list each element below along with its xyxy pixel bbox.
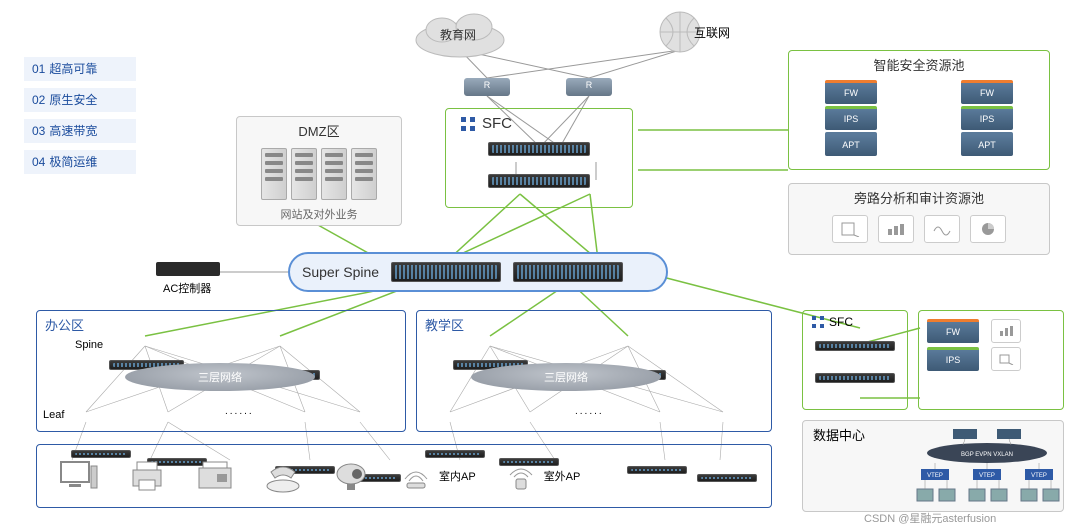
ac-label: AC控制器 <box>163 280 211 296</box>
fax-icon <box>195 458 235 494</box>
sfc-label: SFC <box>482 115 512 132</box>
fw2-zone: FW IPS <box>918 310 1064 410</box>
analysis-icon-3 <box>924 215 960 243</box>
feature-4: 04极简运维 <box>24 150 136 174</box>
analysis-mini-1 <box>991 319 1021 343</box>
cloud-internet-label: 互联网 <box>694 24 730 41</box>
svg-text:VTEP: VTEP <box>927 473 943 479</box>
svg-text:VTEP: VTEP <box>1031 473 1047 479</box>
printer-icon <box>127 458 167 494</box>
feature-1: 01超高可靠 <box>24 57 136 81</box>
ap-outdoor-icon <box>504 461 538 491</box>
ac-controller-icon <box>156 262 220 276</box>
sfc-zone: SFC <box>445 108 633 208</box>
router-2-icon: R <box>566 78 612 96</box>
sfc-icon <box>811 315 825 329</box>
dmz-subtitle: 网站及对外业务 <box>237 206 401 222</box>
teaching-zone: 教学区 三层网络 ...... <box>416 310 772 432</box>
l3-oval: 三层网络 <box>125 363 315 391</box>
sfc2-switch <box>815 341 895 351</box>
server-icon <box>351 148 377 200</box>
superspine-label: Super Spine <box>302 264 379 280</box>
office-title: 办公区 <box>45 315 405 334</box>
svg-text:VTEP: VTEP <box>979 473 995 479</box>
office-zone: 办公区 Spine 三层网络 Leaf ...... <box>36 310 406 432</box>
pc-icon <box>55 458 99 494</box>
apt-box: APT <box>961 132 1013 156</box>
cloud-edu-label: 教育网 <box>440 26 476 43</box>
bypass-pool: 旁路分析和审计资源池 <box>788 183 1050 255</box>
feature-2: 02原生安全 <box>24 88 136 112</box>
feature-3: 03高速带宽 <box>24 119 136 143</box>
outdoor-ap: 室外AP <box>504 461 581 491</box>
dc-topology: BGP EVPN VXLAN VTEP VTEP VTEP <box>913 427 1061 511</box>
resource-title: 智能安全资源池 <box>789 55 1049 74</box>
resource-pool: 智能安全资源池 FW IPS APT FW IPS APT <box>788 50 1050 170</box>
super-spine: Super Spine <box>288 252 668 292</box>
datacenter: 数据中心 BGP EVPN VXLAN VTEP VTEP VTEP <box>802 420 1064 512</box>
superspine-switch-2 <box>513 262 623 282</box>
ips-box: IPS <box>961 106 1013 130</box>
sfc-switch-1 <box>488 142 590 156</box>
analysis-icon-1 <box>832 215 868 243</box>
dmz-title: DMZ区 <box>237 121 401 140</box>
superspine-switch-1 <box>391 262 501 282</box>
teaching-title: 教学区 <box>425 315 771 334</box>
sfc-switch-2 <box>488 174 590 188</box>
devices-row: 室内AP 室外AP <box>36 444 772 508</box>
phone-icon <box>263 458 303 494</box>
analysis-icon-2 <box>878 215 914 243</box>
watermark: CSDN @星融元asterfusion <box>864 510 996 526</box>
sfc2-switch <box>815 373 895 383</box>
bypass-title: 旁路分析和审计资源池 <box>789 188 1049 207</box>
svg-text:BGP EVPN VXLAN: BGP EVPN VXLAN <box>961 452 1013 458</box>
camera-icon <box>331 458 371 494</box>
leaf-label: Leaf <box>43 409 64 421</box>
indoor-ap: 室内AP <box>399 461 476 491</box>
sfc-icon <box>460 116 476 132</box>
server-icon <box>261 148 287 200</box>
fw-box: FW <box>927 319 979 343</box>
spine-label: Spine <box>75 339 103 351</box>
dmz-zone: DMZ区 网站及对外业务 <box>236 116 402 226</box>
apt-box: APT <box>825 132 877 156</box>
ips-box: IPS <box>825 106 877 130</box>
ips-box: IPS <box>927 347 979 371</box>
fw-box: FW <box>961 80 1013 104</box>
sfc2-zone: SFC <box>802 310 908 410</box>
analysis-mini-2 <box>991 347 1021 371</box>
router-1-icon: R <box>464 78 510 96</box>
sfc2-label: SFC <box>829 315 853 329</box>
ap-indoor-icon <box>399 461 433 491</box>
server-icon <box>291 148 317 200</box>
fw-box: FW <box>825 80 877 104</box>
l3-oval: 三层网络 <box>471 363 661 391</box>
analysis-icon-4 <box>970 215 1006 243</box>
server-icon <box>321 148 347 200</box>
